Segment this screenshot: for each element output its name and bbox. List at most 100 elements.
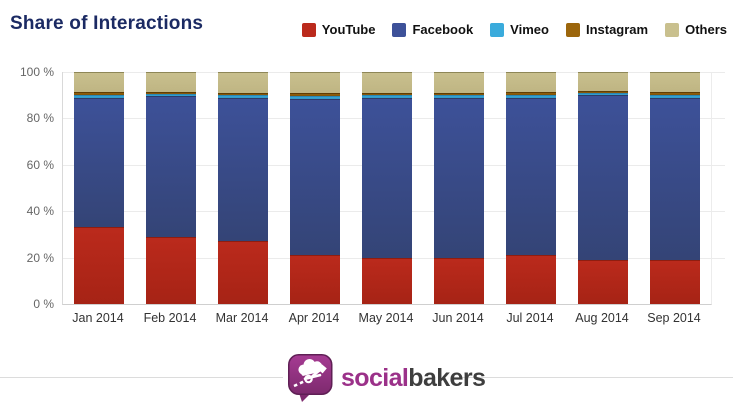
- bar-slot-mar-2014: [207, 72, 279, 304]
- bar-slot-apr-2014: [279, 72, 351, 304]
- brand-bakers: bakers: [408, 363, 486, 392]
- segment-vimeo[interactable]: [578, 92, 628, 96]
- segment-youtube[interactable]: [362, 257, 412, 304]
- y-tick-label: 40 %: [26, 204, 54, 219]
- segment-facebook[interactable]: [218, 97, 268, 242]
- segment-facebook[interactable]: [146, 96, 196, 237]
- stacked-bar[interactable]: [650, 72, 700, 304]
- y-tick-label: 80 %: [26, 111, 54, 126]
- bar-slot-jun-2014: [423, 72, 495, 304]
- bar-slot-may-2014: [351, 72, 423, 304]
- legend-swatch: [565, 22, 580, 37]
- segment-facebook[interactable]: [434, 97, 484, 258]
- segment-facebook[interactable]: [506, 97, 556, 256]
- stacked-bar[interactable]: [290, 72, 340, 304]
- segment-vimeo[interactable]: [650, 95, 700, 98]
- legend-swatch: [665, 22, 680, 37]
- segment-others[interactable]: [74, 72, 124, 92]
- legend-label: YouTube: [321, 22, 376, 37]
- legend-swatch: [392, 22, 407, 37]
- stacked-bar[interactable]: [218, 72, 268, 304]
- segment-others[interactable]: [434, 72, 484, 93]
- bar-slot-jul-2014: [495, 72, 567, 304]
- segment-instagram[interactable]: [362, 92, 412, 96]
- segment-youtube[interactable]: [146, 236, 196, 304]
- legend-swatch: [301, 22, 316, 37]
- footer-divider-left: [0, 377, 283, 378]
- stacked-bar[interactable]: [74, 72, 124, 304]
- x-tick-label: Feb 2014: [143, 311, 197, 325]
- segment-facebook[interactable]: [74, 97, 124, 228]
- segment-others[interactable]: [506, 72, 556, 92]
- legend-label: Facebook: [412, 22, 474, 37]
- legend-label: Vimeo: [510, 22, 549, 37]
- segment-instagram[interactable]: [146, 91, 196, 95]
- segment-youtube[interactable]: [434, 257, 484, 304]
- segment-others[interactable]: [362, 72, 412, 93]
- bar-slot-sep-2014: [639, 72, 711, 304]
- x-tick-label: Aug 2014: [575, 311, 629, 325]
- bar-slot-jan-2014: [63, 72, 135, 304]
- segment-youtube[interactable]: [74, 227, 124, 304]
- stacked-bar[interactable]: [434, 72, 484, 304]
- legend-swatch: [490, 22, 505, 37]
- x-tick-label: May 2014: [358, 311, 414, 325]
- segment-youtube[interactable]: [290, 255, 340, 304]
- segment-facebook[interactable]: [362, 97, 412, 258]
- bar-slot-aug-2014: [567, 72, 639, 304]
- socialbakers-logo[interactable]: socialbakers: [288, 354, 486, 402]
- segment-vimeo[interactable]: [74, 95, 124, 98]
- segment-facebook[interactable]: [578, 95, 628, 260]
- segment-instagram[interactable]: [578, 90, 628, 93]
- legend-item-instagram[interactable]: Instagram: [565, 22, 649, 37]
- stacked-bar[interactable]: [362, 72, 412, 304]
- footer-divider-right: [452, 377, 733, 378]
- segment-facebook[interactable]: [290, 98, 340, 256]
- segment-others[interactable]: [650, 72, 700, 92]
- segment-others[interactable]: [578, 72, 628, 91]
- x-tick-label: Jan 2014: [72, 311, 124, 325]
- segment-others[interactable]: [290, 72, 340, 93]
- segment-instagram[interactable]: [506, 91, 556, 96]
- segment-others[interactable]: [146, 72, 196, 92]
- y-axis-labels: 0 % 20 % 40 % 60 % 80 % 100 %: [0, 65, 54, 311]
- segment-youtube[interactable]: [506, 255, 556, 304]
- plot-area: [62, 72, 725, 305]
- segment-youtube[interactable]: [218, 241, 268, 304]
- segment-instagram[interactable]: [74, 91, 124, 96]
- legend-item-youtube[interactable]: YouTube: [301, 22, 376, 37]
- legend-item-facebook[interactable]: Facebook: [392, 22, 473, 37]
- segment-instagram[interactable]: [650, 91, 700, 96]
- segment-instagram[interactable]: [290, 92, 340, 97]
- y-tick-label: 20 %: [26, 250, 54, 265]
- stacked-bar[interactable]: [506, 72, 556, 304]
- socialbakers-logo-icon: [288, 354, 333, 402]
- bar-slot-feb-2014: [135, 72, 207, 304]
- segment-youtube[interactable]: [578, 259, 628, 304]
- legend-item-others[interactable]: Others: [665, 22, 727, 37]
- segment-instagram[interactable]: [434, 92, 484, 96]
- segment-vimeo[interactable]: [506, 95, 556, 98]
- stacked-bar[interactable]: [578, 72, 628, 304]
- stacked-bar[interactable]: [146, 72, 196, 304]
- segment-facebook[interactable]: [650, 97, 700, 260]
- legend-label: Others: [685, 22, 727, 37]
- segment-youtube[interactable]: [650, 259, 700, 304]
- brand-social: social: [341, 363, 409, 392]
- y-tick-label: 0 %: [33, 297, 54, 311]
- legend-item-vimeo[interactable]: Vimeo: [490, 22, 549, 37]
- x-tick-label: Apr 2014: [288, 311, 340, 325]
- segment-vimeo[interactable]: [434, 95, 484, 98]
- legend-label: Instagram: [585, 22, 649, 37]
- segment-vimeo[interactable]: [362, 95, 412, 98]
- brand-text: socialbakers: [341, 363, 486, 393]
- segment-instagram[interactable]: [218, 92, 268, 96]
- segment-vimeo[interactable]: [218, 95, 268, 98]
- x-tick-label: Sep 2014: [647, 311, 701, 325]
- segment-others[interactable]: [218, 72, 268, 93]
- bars: [63, 72, 711, 304]
- segment-vimeo[interactable]: [290, 96, 340, 99]
- x-tick-label: Jun 2014: [432, 311, 484, 325]
- segment-vimeo[interactable]: [146, 94, 196, 97]
